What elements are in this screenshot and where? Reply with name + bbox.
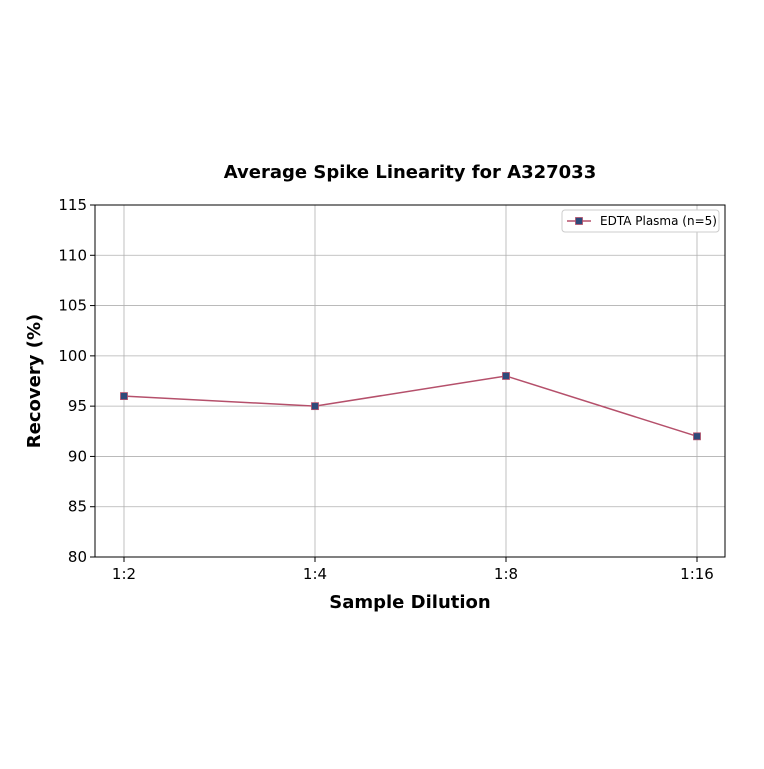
x-tick-label: 1:16 [680,565,714,583]
data-point [120,392,128,400]
y-tick-label: 115 [58,196,87,214]
y-tick-label: 110 [58,246,87,264]
y-tick-label: 95 [68,397,87,415]
chart-title: Average Spike Linearity for A327033 [224,162,596,183]
data-point [502,372,510,380]
legend-marker-sample [575,217,583,225]
x-tick-label: 1:2 [112,565,136,583]
series-line [123,375,698,438]
grid [95,204,725,558]
series-layer [120,372,701,441]
x-tick-label: 1:4 [303,565,327,583]
x-axis-label: Sample Dilution [329,592,490,613]
y-tick-label: 90 [68,447,87,465]
legend-label: EDTA Plasma (n=5) [600,214,717,228]
y-tick-label: 105 [58,297,87,315]
plot-frame [94,204,726,558]
y-axis-label: Recovery (%) [24,314,45,448]
x-tick-label: 1:8 [494,565,518,583]
legend: EDTA Plasma (n=5) [561,209,720,233]
y-tick-label: 80 [68,548,87,566]
y-tick-label: 85 [68,498,87,516]
y-tick-label: 100 [58,347,87,365]
legend-box [561,209,720,233]
data-point [693,432,701,441]
ticks: 80 85 90 95 100 105 110 115 1:2 1:4 1:8 1:16 [58,196,713,583]
data-point [311,402,319,411]
